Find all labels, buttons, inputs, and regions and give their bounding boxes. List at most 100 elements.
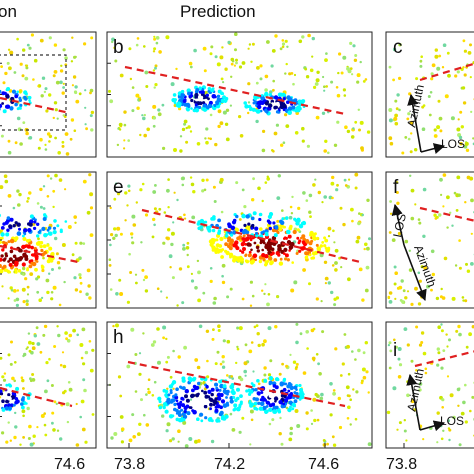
deformation-point xyxy=(264,260,269,265)
background-point xyxy=(312,397,317,402)
deformation-point xyxy=(218,244,223,248)
background-point xyxy=(362,375,367,380)
background-point xyxy=(393,338,396,342)
background-point xyxy=(465,262,468,266)
background-point xyxy=(399,299,403,302)
deformation-point xyxy=(298,383,302,388)
deformation-point xyxy=(42,217,47,221)
panel-1-right xyxy=(385,31,474,158)
background-point xyxy=(302,191,306,195)
background-point xyxy=(142,332,145,335)
deformation-point xyxy=(38,229,42,233)
background-point xyxy=(351,350,354,353)
deformation-point xyxy=(281,217,285,221)
deformation-point xyxy=(182,99,187,103)
background-point xyxy=(221,263,226,268)
background-point xyxy=(54,108,58,112)
deformation-point xyxy=(189,379,193,383)
deformation-point xyxy=(215,102,219,106)
deformation-point xyxy=(3,91,7,95)
background-point xyxy=(440,366,444,370)
background-point xyxy=(177,355,181,359)
background-point xyxy=(327,281,331,285)
background-point xyxy=(249,443,252,446)
azimuth-arrow xyxy=(406,373,421,431)
background-point xyxy=(179,135,183,138)
background-point xyxy=(147,387,150,391)
deformation-point xyxy=(244,253,248,257)
background-point xyxy=(129,77,133,81)
background-point xyxy=(388,291,393,295)
fault-trace xyxy=(0,244,79,264)
deformation-point xyxy=(33,226,37,230)
background-point xyxy=(56,325,59,328)
background-point xyxy=(337,396,341,401)
background-point xyxy=(26,43,30,47)
background-point xyxy=(193,48,197,53)
background-point xyxy=(294,131,299,135)
deformation-point xyxy=(196,397,201,402)
deformation-point xyxy=(12,224,16,228)
background-point xyxy=(217,109,222,114)
deformation-point xyxy=(228,253,233,258)
deformation-point xyxy=(170,398,175,403)
background-point xyxy=(306,347,309,350)
background-point xyxy=(407,137,411,141)
background-point xyxy=(266,177,271,181)
deformation-point xyxy=(8,262,13,267)
background-point xyxy=(395,345,399,349)
deformation-point xyxy=(268,226,272,231)
background-point xyxy=(271,49,276,53)
background-point xyxy=(213,296,217,301)
background-point xyxy=(162,325,167,330)
background-point xyxy=(172,387,175,390)
deformation-point xyxy=(14,102,18,107)
background-point xyxy=(138,372,142,376)
background-point xyxy=(288,437,293,442)
deformation-point xyxy=(0,232,5,237)
background-point xyxy=(216,350,220,354)
deformation-point xyxy=(179,417,184,423)
deformation-point xyxy=(220,399,226,404)
background-point xyxy=(36,202,40,205)
background-point xyxy=(7,421,10,424)
background-point xyxy=(89,368,94,373)
background-point xyxy=(409,150,413,154)
background-point xyxy=(189,65,193,69)
deformation-point xyxy=(52,230,57,235)
deformation-point xyxy=(282,402,286,406)
background-point xyxy=(456,387,461,392)
background-point xyxy=(446,345,449,348)
deformation-point xyxy=(16,231,22,236)
background-point xyxy=(278,432,282,436)
background-point xyxy=(170,242,174,247)
background-point xyxy=(337,71,340,75)
background-point xyxy=(204,137,207,140)
deformation-point xyxy=(27,95,32,100)
background-point xyxy=(24,76,29,81)
deformation-point xyxy=(0,213,1,218)
deformation-point xyxy=(23,228,28,233)
background-point xyxy=(226,339,231,344)
background-point xyxy=(434,54,439,59)
background-point xyxy=(455,209,459,212)
background-point xyxy=(364,341,368,345)
deformation-point xyxy=(282,252,286,256)
background-point xyxy=(436,441,439,444)
background-point xyxy=(131,214,136,219)
deformation-point xyxy=(14,268,18,272)
background-point xyxy=(332,389,336,392)
background-point xyxy=(276,295,279,298)
background-point xyxy=(298,39,303,44)
background-point xyxy=(162,336,166,340)
background-point xyxy=(142,278,146,282)
background-point xyxy=(152,50,156,53)
deformation-point xyxy=(29,214,34,219)
background-point xyxy=(132,223,137,227)
background-point xyxy=(109,99,114,104)
deformation-point xyxy=(291,261,295,264)
background-point xyxy=(28,46,32,50)
background-point xyxy=(173,191,176,194)
deformation-point xyxy=(233,403,238,408)
background-point xyxy=(192,190,196,194)
